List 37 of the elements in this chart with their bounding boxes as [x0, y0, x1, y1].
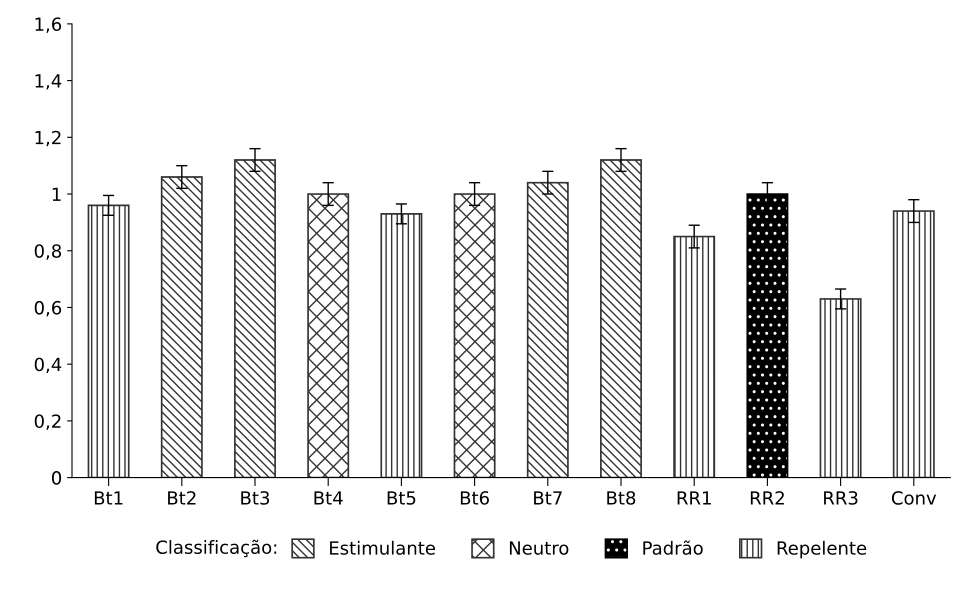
legend-label: Estimulante — [330, 540, 435, 555]
bar — [88, 204, 130, 478]
legend-label: Padrão — [643, 540, 703, 555]
y-tick-label: 1,2 — [36, 130, 60, 146]
x-tick-label: Bt8 — [607, 491, 636, 505]
bar — [600, 159, 642, 478]
x-tick-label: Bt4 — [314, 491, 343, 505]
bar — [673, 236, 716, 478]
x-tick-label: Bt7 — [534, 491, 562, 505]
x-tick-label: Bt5 — [388, 491, 416, 505]
y-tick-label: 0,4 — [34, 358, 62, 374]
bar — [234, 159, 276, 478]
legend-label: Repelente — [778, 540, 866, 558]
bar — [820, 298, 862, 478]
y-tick-label: 0,8 — [34, 244, 62, 260]
y-tick-label: 0,2 — [34, 414, 60, 430]
bar — [526, 182, 569, 478]
bar — [380, 213, 422, 478]
y-tick-label: 1,4 — [36, 74, 62, 90]
y-tick-label: 0,6 — [34, 300, 62, 316]
bar — [892, 210, 935, 478]
legend-title: Classificação: — [156, 540, 276, 558]
y-tick-label: 1,6 — [36, 17, 62, 33]
bar — [307, 193, 350, 478]
x-tick-label: RR1 — [678, 491, 711, 505]
bar — [160, 176, 203, 478]
x-tick-label: Bt6 — [460, 491, 489, 505]
x-tick-label: Conv — [892, 491, 936, 505]
bar — [454, 193, 496, 478]
x-tick-label: Bt2 — [168, 491, 196, 505]
x-tick-label: Bt3 — [241, 491, 270, 505]
y-tick-label: 1 — [52, 188, 61, 201]
legend-label: Neutro — [510, 541, 568, 555]
x-tick-label: RR3 — [824, 491, 858, 505]
x-tick-label: Bt1 — [94, 491, 122, 505]
y-tick-label: 0 — [52, 471, 62, 485]
x-tick-label: RR2 — [750, 491, 784, 505]
